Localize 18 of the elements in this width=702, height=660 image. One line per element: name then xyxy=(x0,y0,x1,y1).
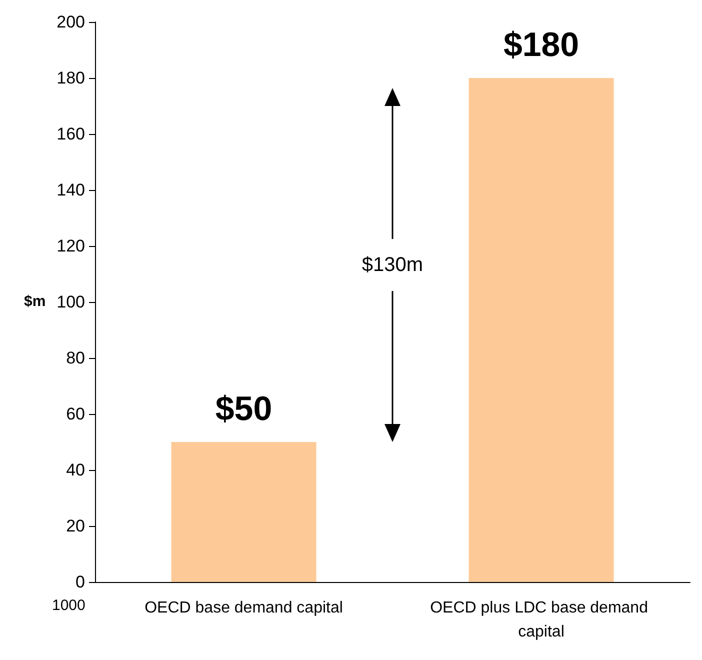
y-tick-label: 0 xyxy=(76,572,85,592)
y-tick-label: 180 xyxy=(56,68,85,88)
y-tick-label: 20 xyxy=(66,516,85,536)
annotation: $130m xyxy=(362,254,424,276)
x-tick-label: OECD plus LDC base demand capital xyxy=(430,600,652,640)
y-tick-label: 140 xyxy=(56,180,85,200)
y-tick-label: 160 xyxy=(56,124,85,144)
text: 1000 xyxy=(52,597,86,614)
y-tick-label: 40 xyxy=(66,460,85,480)
data-label: $50 xyxy=(215,390,272,428)
y-tick-label: 100 xyxy=(56,292,85,312)
y-tick-label: 80 xyxy=(66,348,85,368)
y-tick-label: 200 xyxy=(56,12,85,32)
x-tick-label: OECD base demand capital xyxy=(144,600,343,616)
data-label: $180 xyxy=(503,26,580,64)
y-tick-label: 60 xyxy=(66,404,85,424)
y-tick-label: 120 xyxy=(56,236,85,256)
y-axis-title: $m xyxy=(24,293,46,310)
